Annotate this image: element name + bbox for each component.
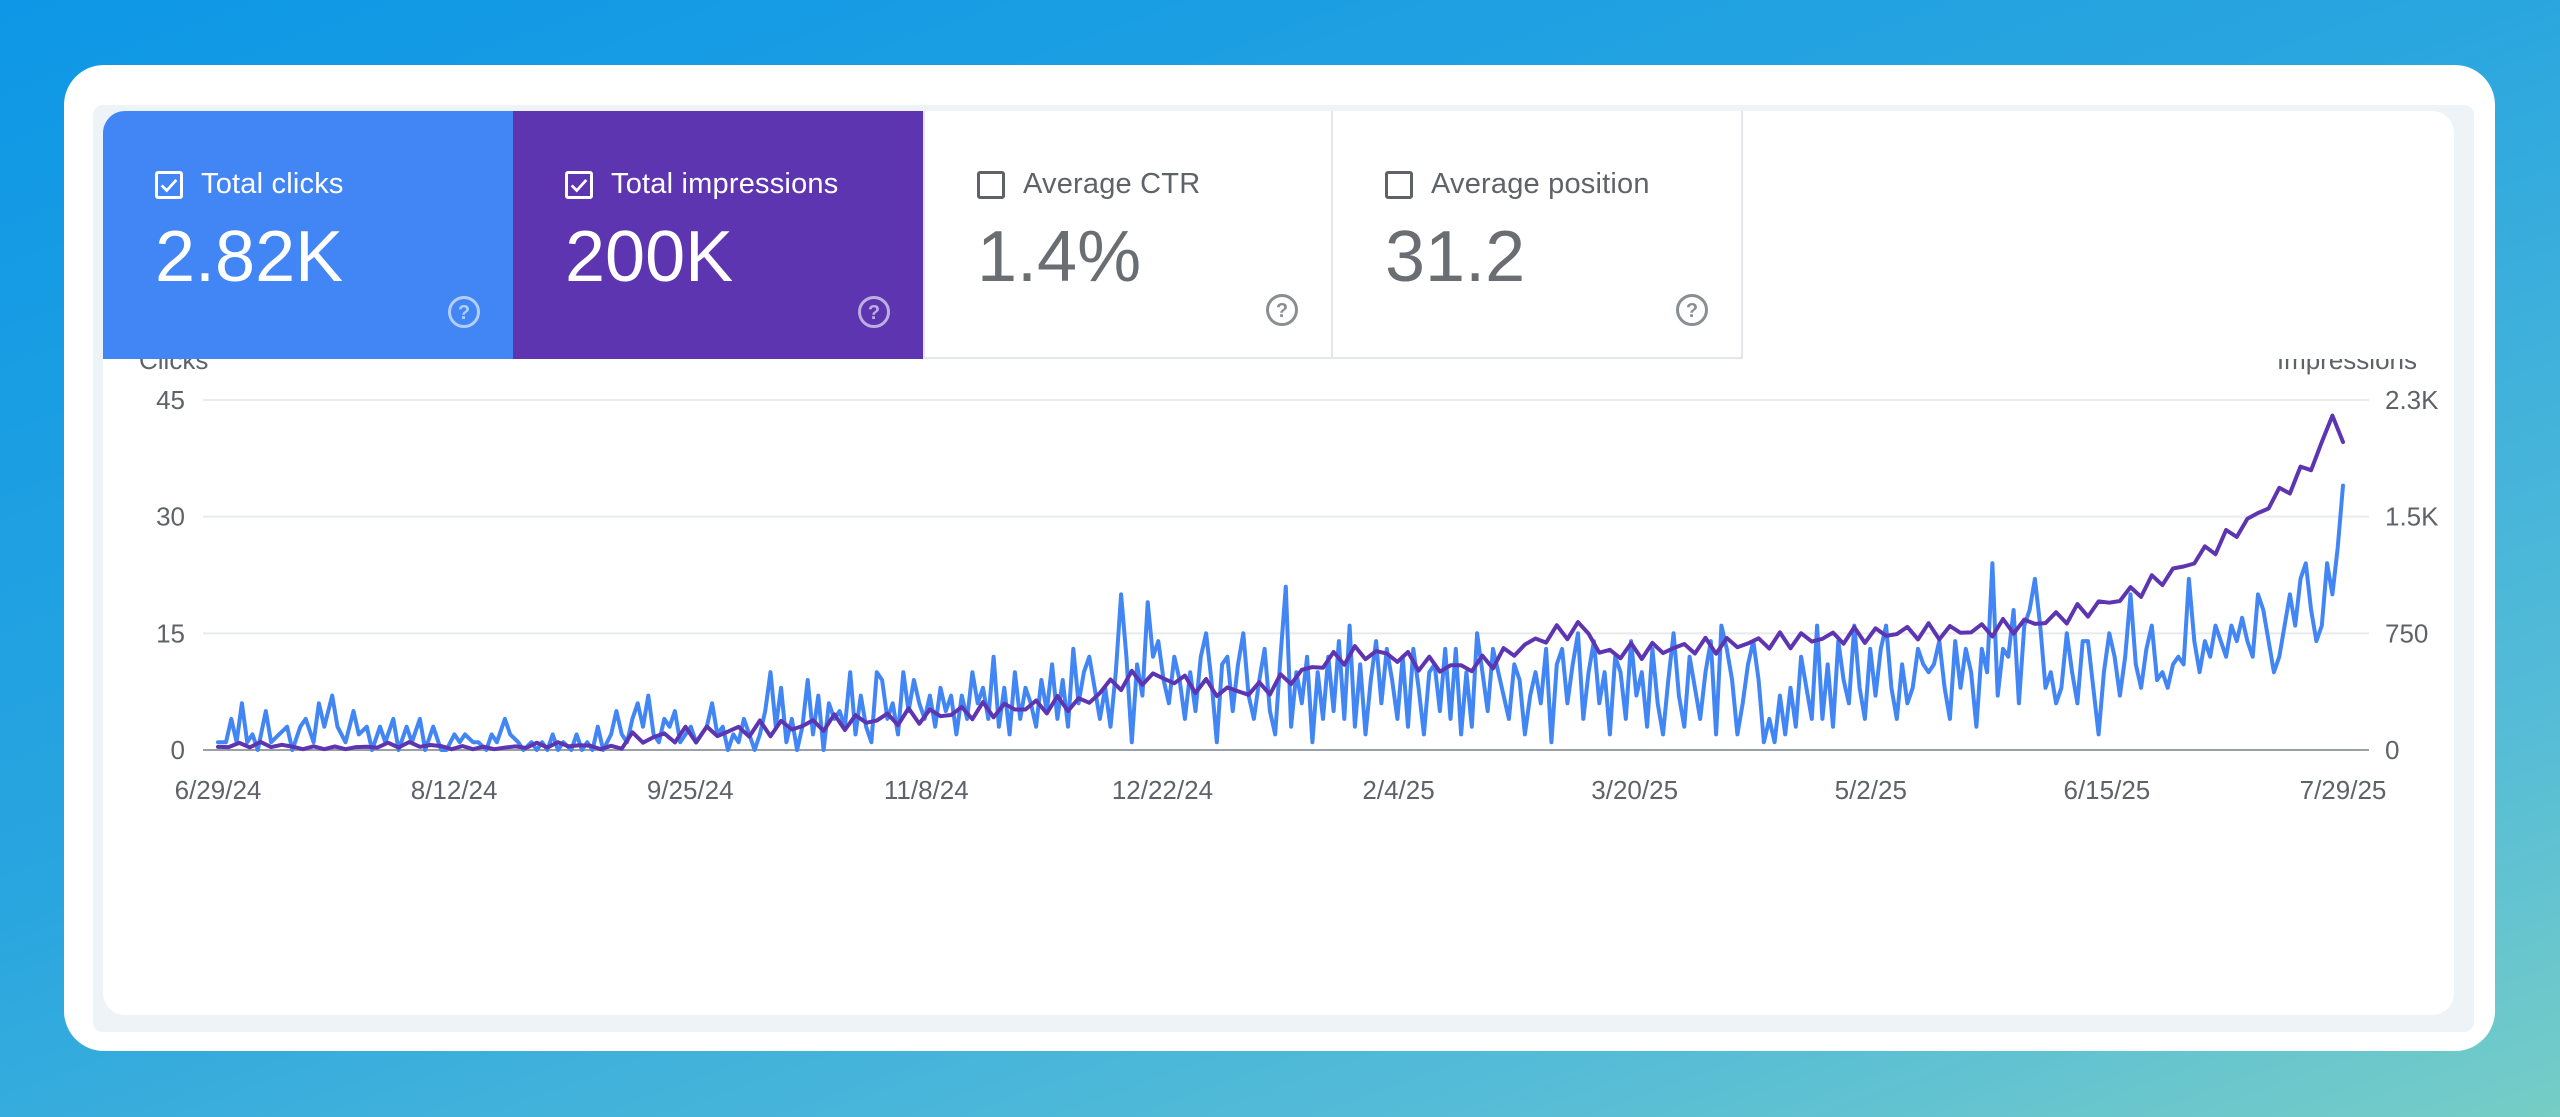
x-axis-tick: 9/25/24 — [647, 775, 734, 805]
right-axis-tick: 1.5K — [2385, 502, 2439, 532]
metric-value: 31.2 — [1385, 217, 1526, 297]
svg-text:?: ? — [868, 302, 880, 324]
x-axis-tick: 3/20/25 — [1591, 775, 1678, 805]
help-circle-icon[interactable]: ? — [1265, 293, 1299, 327]
left-axis-tick: 15 — [156, 618, 185, 648]
metric-value: 1.4% — [977, 217, 1142, 297]
x-axis-tick: 7/29/25 — [2300, 775, 2387, 805]
performance-card: Total clicks 2.82K ? Total impressions — [103, 111, 2454, 1015]
svg-text:?: ? — [1276, 300, 1288, 322]
metric-tiles: Total clicks 2.82K ? Total impressions — [103, 111, 1743, 359]
help-circle-icon[interactable]: ? — [1675, 293, 1709, 327]
right-axis-tick: 750 — [2385, 618, 2428, 648]
left-axis-tick: 45 — [156, 385, 185, 415]
right-axis-tick: 0 — [2385, 735, 2399, 765]
right-axis-tick: 2.3K — [2385, 385, 2439, 415]
metric-label: Average CTR — [1023, 168, 1201, 200]
help-circle-icon[interactable]: ? — [447, 295, 481, 329]
left-axis-tick: 0 — [171, 735, 185, 765]
metric-tile-average-ctr[interactable]: Average CTR 1.4% ? — [923, 111, 1333, 359]
metric-value: 200K — [565, 217, 734, 297]
line-chart: 45 2.3K 30 1.5K 15 750 0 0 Clicks Impressions 6/29… — [139, 359, 2439, 805]
outer-card: Total clicks 2.82K ? Total impressions — [64, 65, 2495, 1051]
x-axis-tick: 12/22/24 — [1112, 775, 1213, 805]
svg-text:?: ? — [1686, 300, 1698, 322]
checkbox-empty-icon[interactable] — [977, 170, 1005, 199]
metric-tile-average-position[interactable]: Average position 31.2 ? — [1333, 111, 1743, 359]
checkbox-checked-icon[interactable] — [565, 170, 593, 199]
x-axis-tick: 2/4/25 — [1362, 775, 1434, 805]
x-axis-tick: 8/12/24 — [411, 775, 498, 805]
x-axis-tick: 11/8/24 — [884, 775, 969, 805]
metric-value: 2.82K — [155, 217, 344, 297]
left-axis-tick: 30 — [156, 502, 185, 532]
checkbox-checked-icon[interactable] — [155, 170, 183, 199]
svg-text:?: ? — [458, 302, 470, 324]
metric-label: Total clicks — [201, 168, 344, 200]
right-axis-label: Impressions — [2277, 359, 2417, 375]
metric-tile-total-impressions[interactable]: Total impressions 200K ? — [513, 111, 923, 359]
left-axis-label: Clicks — [139, 359, 208, 375]
performance-chart: 45 2.3K 30 1.5K 15 750 0 0 Clicks Impressions 6/29… — [103, 359, 2454, 1015]
series-line-impressions — [216, 413, 2345, 752]
x-axis-tick: 6/15/25 — [2064, 775, 2151, 805]
metric-label: Total impressions — [611, 168, 839, 200]
x-axis-tick: 5/2/25 — [1835, 775, 1907, 805]
metric-tile-total-clicks[interactable]: Total clicks 2.82K ? — [103, 111, 513, 359]
help-circle-icon[interactable]: ? — [857, 295, 891, 329]
metric-label: Average position — [1431, 168, 1650, 200]
checkbox-empty-icon[interactable] — [1385, 170, 1413, 199]
report-panel: Total clicks 2.82K ? Total impressions — [93, 105, 2474, 1032]
x-axis-tick: 6/29/24 — [175, 775, 262, 805]
